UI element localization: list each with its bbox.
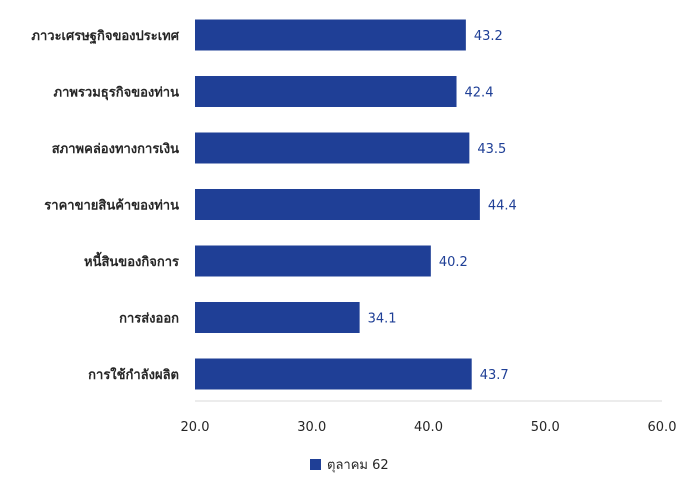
data-label: 34.1	[368, 312, 397, 327]
data-label: 44.4	[488, 199, 517, 214]
category-label: ภาวะเศรษฐกิจของประเทศ	[31, 29, 179, 45]
legend: ตุลาคม 62	[310, 458, 389, 473]
bar	[195, 358, 472, 390]
data-label: 40.2	[439, 255, 468, 270]
x-tick-label: 60.0	[648, 420, 677, 435]
category-label: สภาพคล่องทางการเงิน	[52, 142, 179, 157]
x-tick-label: 50.0	[531, 420, 560, 435]
bar	[195, 76, 457, 107]
bars-layer: ภาวะเศรษฐกิจของประเทศ 43.2 ภาพรวมธุรกิจของ…	[31, 19, 517, 390]
legend-label: ตุลาคม 62	[327, 458, 389, 473]
data-label: 43.7	[480, 368, 509, 383]
legend-swatch	[310, 459, 321, 470]
x-tick-label: 20.0	[181, 420, 210, 435]
category-label: การส่งออก	[119, 312, 179, 327]
category-label: หนี้สินของกิจการ	[84, 251, 179, 270]
category-label: ภาพรวมธุรกิจของท่าน	[54, 86, 180, 101]
category-label: การใช้กำลังผลิต	[88, 366, 179, 383]
x-axis-ticks: 20.0 30.0 40.0 50.0 60.0	[181, 420, 677, 435]
category-label: ราคาขายสินค้าของท่าน	[44, 198, 179, 214]
x-tick-label: 30.0	[297, 420, 326, 435]
x-tick-label: 40.0	[414, 420, 443, 435]
bar	[195, 245, 431, 277]
data-label: 42.4	[465, 86, 494, 101]
bar	[195, 19, 466, 51]
bar	[195, 302, 360, 333]
bar	[195, 189, 480, 220]
data-label: 43.5	[477, 142, 506, 157]
bar	[195, 132, 470, 164]
data-label: 43.2	[474, 29, 503, 44]
